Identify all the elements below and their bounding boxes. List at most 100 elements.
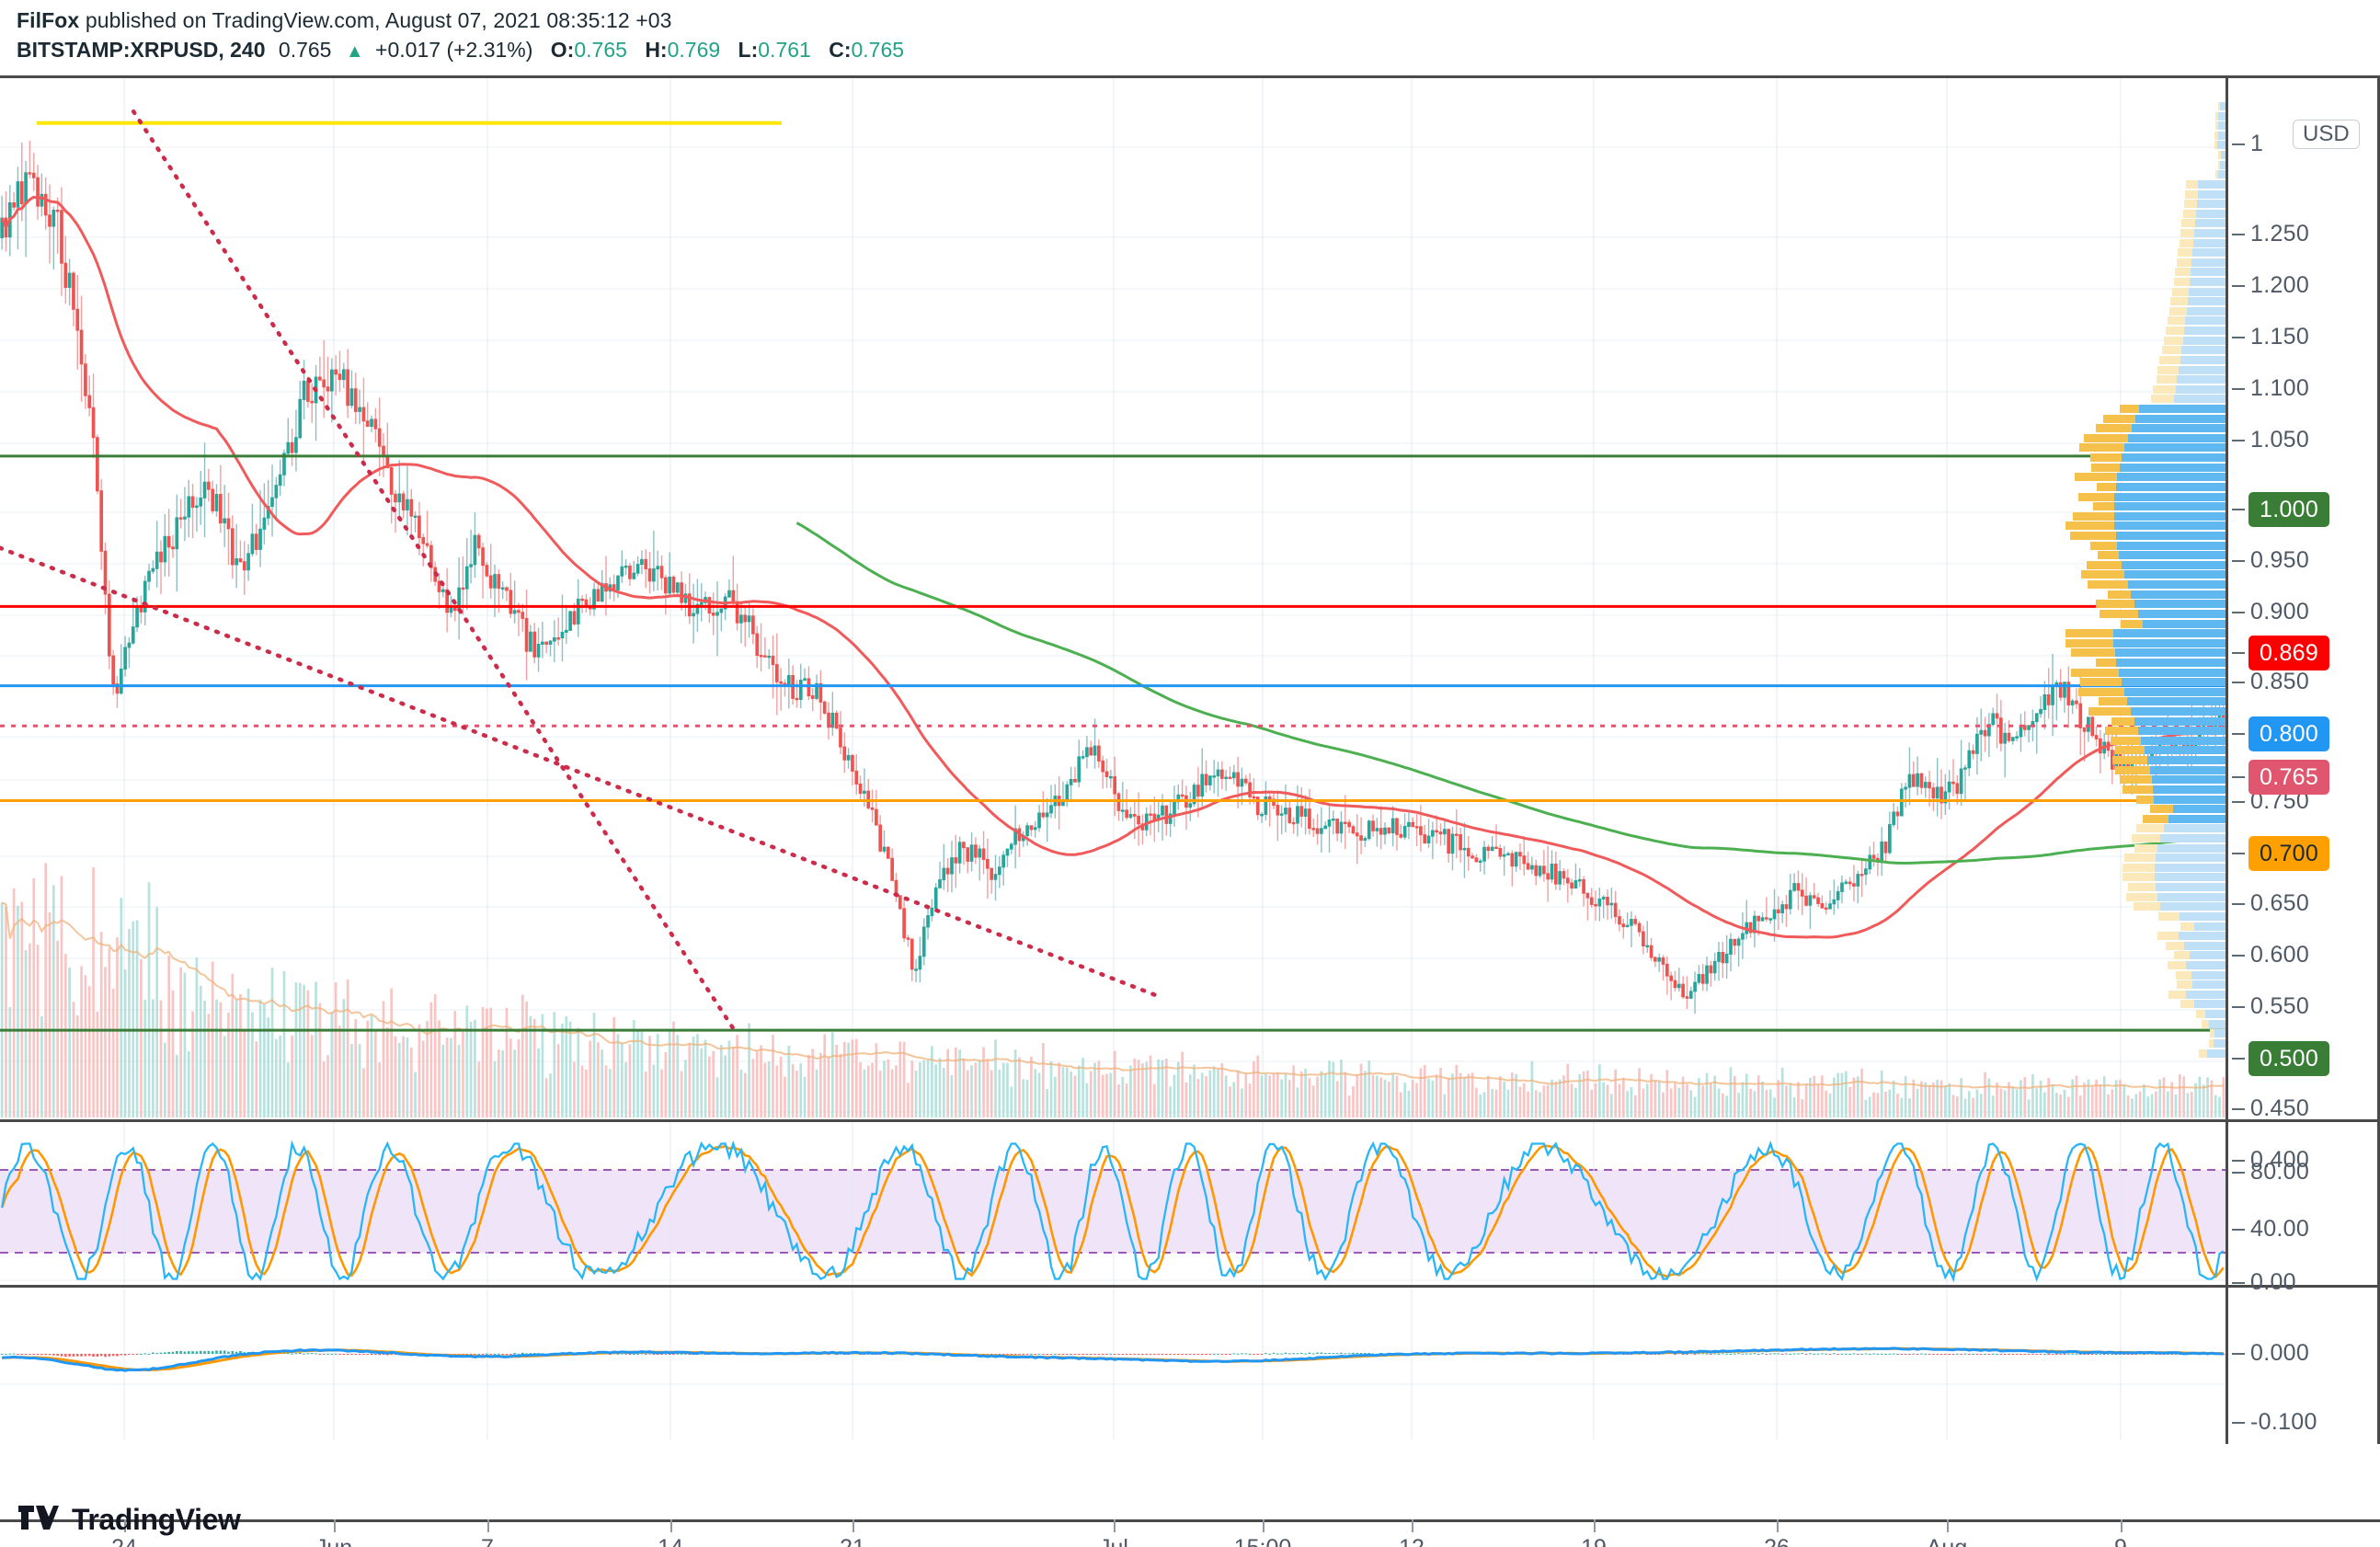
volume-profile-value-bar [2079, 443, 2124, 452]
macd-histogram-bar [1924, 1354, 1927, 1355]
macd-histogram-bar [1244, 1354, 1247, 1355]
candle-body [1785, 905, 1788, 909]
macd-histogram-bar [1117, 1354, 1120, 1355]
volume-bar [1086, 1083, 1089, 1117]
macd-histogram-bar [1185, 1354, 1188, 1355]
candle-body [1447, 830, 1450, 854]
volume-bar [1249, 1083, 1252, 1117]
candle-body [2047, 694, 2050, 705]
macd-histogram-bar [1340, 1353, 1343, 1354]
volume-bar [585, 1070, 588, 1117]
macd-histogram-bar [104, 1354, 107, 1357]
volume-bar [1424, 1065, 1426, 1117]
volume-profile-value-bar [2158, 912, 2180, 921]
volume-profile-value-bar [2115, 766, 2149, 774]
macd-histogram-bar [124, 1354, 127, 1356]
candle-body [1619, 917, 1621, 924]
macd-histogram-bar [152, 1353, 154, 1354]
volume-bar [362, 1069, 365, 1117]
volume-bar [780, 1057, 783, 1117]
volume-profile-value-bar [2120, 775, 2152, 784]
macd-histogram-bar [1809, 1353, 1812, 1354]
candle-body [1610, 903, 1613, 905]
candle-body [692, 613, 695, 616]
volume-bar [1773, 1097, 1776, 1117]
volume-profile-total-bar [2196, 210, 2226, 218]
candle-body [624, 566, 627, 567]
candle-body [903, 909, 906, 938]
time-axis-label: 7 [481, 1535, 494, 1547]
price-scale[interactable]: 1 1.250 1.200 1.150 1.100 1.050 0.950 0.900 0.85… [2228, 75, 2377, 1444]
volume-profile-total-bar [2192, 980, 2226, 989]
candle-body [1237, 773, 1240, 786]
volume-profile-row [2101, 717, 2226, 726]
candle-body [1825, 908, 1827, 909]
volume-bar [1924, 1083, 1927, 1117]
time-axis-label: 14 [658, 1535, 683, 1547]
volume-bar [100, 932, 103, 1117]
candle-body [1403, 827, 1406, 838]
tick-dash [2232, 682, 2245, 683]
macd-histogram-bar [1988, 1354, 1991, 1355]
chart-frame[interactable]: 1 1.250 1.200 1.150 1.100 1.050 0.950 0.900 0.85… [0, 75, 2380, 1444]
volume-bar [1002, 1063, 1005, 1117]
candle-body [251, 534, 254, 554]
volume-bar [279, 1036, 281, 1117]
macd-histogram-bar [1114, 1354, 1116, 1355]
price-pane[interactable] [0, 75, 2380, 1119]
macd-histogram-bar [2071, 1354, 2074, 1355]
time-axis[interactable]: 24Jun71421Jul15:00121926Aug9 [0, 1519, 2380, 1547]
stochastic-pane[interactable] [0, 1119, 2380, 1285]
macd-histogram-bar [1901, 1354, 1904, 1355]
volume-bar [1288, 1080, 1291, 1117]
candle-body [1976, 734, 1979, 753]
volume-profile-total-bar [2168, 815, 2226, 823]
volume-bar [1034, 1069, 1036, 1117]
macd-histogram-bar [64, 1354, 67, 1357]
volume-bar [2052, 1084, 2054, 1117]
macd-histogram-bar [32, 1354, 35, 1355]
macd-histogram-bar [498, 1354, 500, 1355]
volume-bar [1694, 1097, 1697, 1117]
volume-profile-row [2101, 415, 2226, 423]
candle-body [179, 518, 182, 519]
volume-profile-row [2101, 912, 2226, 921]
volume-bar [1972, 1098, 1974, 1117]
macd-histogram-bar [223, 1350, 226, 1354]
candle-body [20, 182, 23, 204]
candle-body [287, 442, 290, 453]
candle-body [898, 896, 901, 909]
volume-profile-total-bar [2157, 844, 2226, 853]
volume-profile-total-bar [2179, 932, 2226, 940]
candle-body [1443, 830, 1446, 834]
candle-body [1531, 865, 1534, 869]
candle-body [672, 577, 675, 591]
volume-profile-value-bar [2078, 688, 2124, 696]
volume-bar [1038, 1073, 1041, 1117]
volume-profile-total-bar [2128, 434, 2226, 442]
candle-body [152, 568, 154, 571]
macd-histogram-bar [1054, 1354, 1057, 1355]
candle-body [760, 656, 762, 657]
volume-bar [1495, 1090, 1498, 1117]
candle-body [2011, 738, 2014, 740]
volume-bar [1554, 1082, 1557, 1117]
macd-histogram-bar [1865, 1353, 1868, 1354]
volume-profile-total-bar [2145, 746, 2226, 754]
macd-histogram-bar [2035, 1354, 2038, 1355]
macd-histogram-bar [665, 1354, 668, 1355]
volume-profile-value-bar [2134, 902, 2160, 911]
volume-bar [943, 1068, 945, 1117]
macd-histogram-bar [140, 1354, 143, 1355]
volume-bar [1348, 1095, 1351, 1117]
volume-profile-value-bar [2123, 864, 2155, 872]
volume-profile-row [2101, 502, 2226, 510]
macd-pane[interactable] [0, 1285, 2380, 1439]
candle-body [1495, 847, 1498, 848]
volume-bar [1133, 1059, 1136, 1117]
volume-bar [1340, 1060, 1343, 1117]
volume-bar [1888, 1090, 1891, 1117]
symbol-label[interactable]: BITSTAMP:XRPUSD, 240 [17, 38, 266, 62]
candle-body [1042, 813, 1045, 817]
volume-bar [1677, 1088, 1680, 1117]
